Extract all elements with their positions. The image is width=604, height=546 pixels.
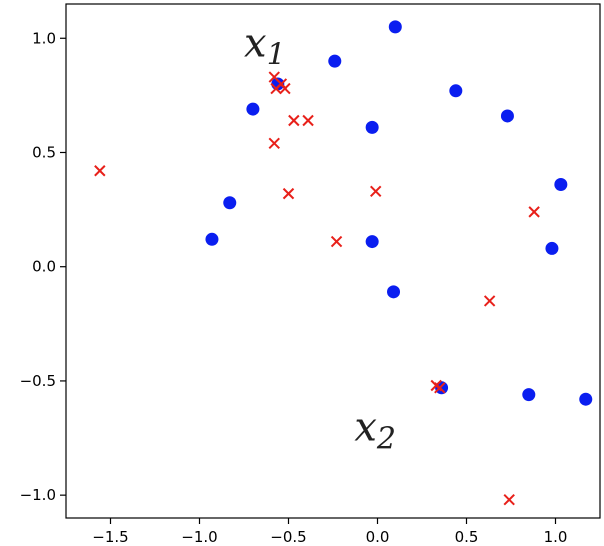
x-point <box>268 137 280 150</box>
annotation-x1: x1 <box>244 21 286 73</box>
circle-point <box>246 102 260 116</box>
x-point-stroke <box>302 114 314 127</box>
x-point <box>330 235 343 248</box>
axis-ticks: −1.5 −1.0 −0.5 0.0 0.5 1.0 1.0 0.5 0.0 −0.5 −1.0 <box>20 29 568 546</box>
x-point-stroke <box>528 206 540 218</box>
circle-point <box>545 241 559 255</box>
circle-point <box>365 235 379 249</box>
x-point-stroke <box>434 382 446 394</box>
annotation-subscript: 1 <box>267 38 286 73</box>
x-point-stroke <box>94 165 106 177</box>
x-tick-label: −1.0 <box>181 528 217 546</box>
y-tick-label: 0.5 <box>32 143 56 161</box>
circle-point <box>554 177 568 191</box>
circle-point <box>328 54 342 68</box>
data-points <box>94 20 593 506</box>
x-tick-label: 0.0 <box>366 528 390 546</box>
circle-point <box>388 20 402 34</box>
circle-point <box>522 388 536 402</box>
x-point-stroke <box>330 235 343 248</box>
x-point-stroke <box>270 82 282 95</box>
x-point <box>270 82 282 95</box>
circle-point <box>205 232 219 246</box>
y-tick-label: 1.0 <box>32 29 56 47</box>
x-point-stroke <box>370 185 382 198</box>
x-point <box>282 187 295 200</box>
axes-frame <box>65 3 601 519</box>
x-point <box>370 185 382 198</box>
circle-point <box>449 84 463 98</box>
x-point <box>528 206 540 218</box>
circle-point <box>579 392 593 406</box>
x-point-stroke <box>282 187 295 200</box>
x-tick-label: −0.5 <box>270 528 306 546</box>
circle-point <box>500 109 514 123</box>
x-tick-label: 0.5 <box>455 528 479 546</box>
x-tick-label: 1.0 <box>544 528 568 546</box>
circle-point <box>387 285 401 299</box>
plot-frame <box>65 3 601 519</box>
x-point-stroke <box>483 295 496 307</box>
x-tick-label: −1.5 <box>92 528 128 546</box>
x-point <box>434 382 446 394</box>
x-point <box>279 82 291 95</box>
y-tick-label: −0.5 <box>20 372 56 390</box>
x-point <box>288 114 300 127</box>
x-point-stroke <box>268 71 280 83</box>
x-point <box>503 494 515 506</box>
circle-point <box>365 120 379 134</box>
circle-point <box>223 196 237 210</box>
x-point-stroke <box>503 494 515 506</box>
x-point <box>483 295 496 307</box>
x-point-stroke <box>268 137 280 150</box>
annotation-x2: x2 <box>354 404 396 456</box>
y-tick-label: −1.0 <box>20 486 56 504</box>
x-point-stroke <box>279 82 291 95</box>
y-tick-label: 0.0 <box>32 258 56 276</box>
x-point-stroke <box>288 114 300 127</box>
circle-point <box>435 381 449 395</box>
annotation-subscript: 2 <box>376 421 396 456</box>
x-point <box>94 165 106 177</box>
x-point <box>302 114 314 127</box>
